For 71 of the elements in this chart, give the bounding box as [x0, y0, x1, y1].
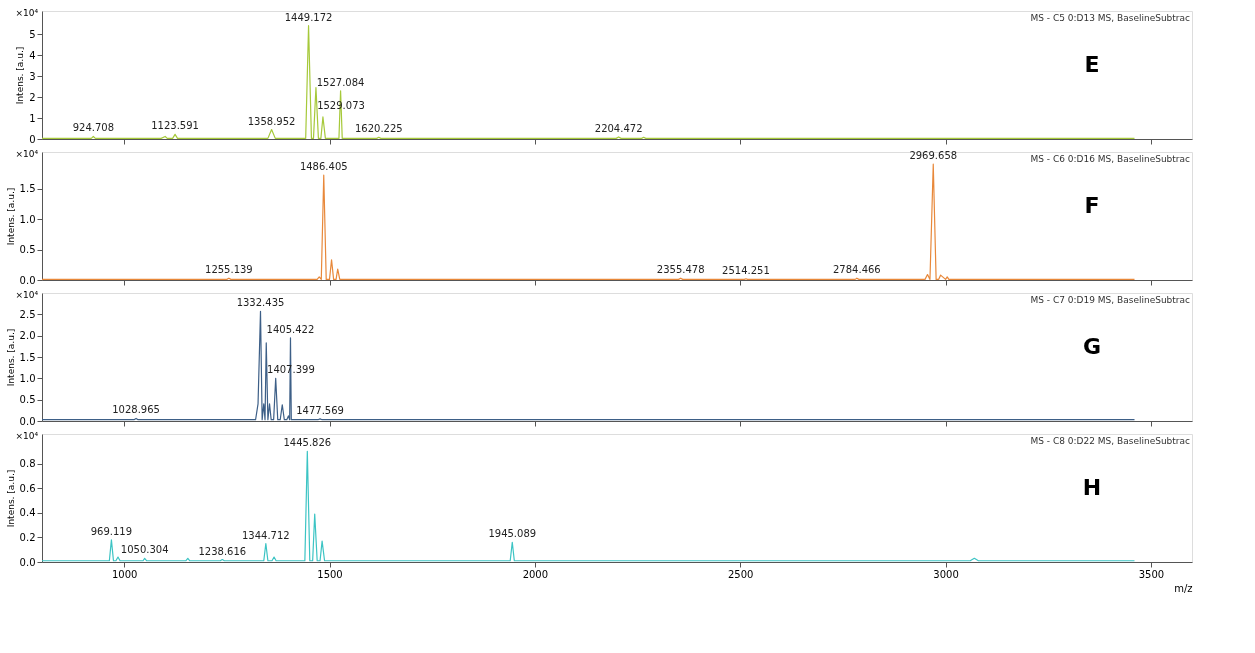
x-tick-label: 2500: [727, 568, 754, 580]
line-series: [41, 450, 1136, 562]
y-tick-label: 2.5: [19, 308, 36, 320]
annotation: 1445.826: [283, 437, 332, 449]
y-tick-label: 0.8: [19, 458, 36, 470]
annotation: F: [1084, 193, 1100, 218]
y-tick-label: 0.5: [19, 244, 36, 256]
y-axis-title: Intens. [a.u.]: [5, 469, 16, 528]
annotation: 1255.139: [205, 264, 253, 276]
annotation: 2514.251: [722, 264, 770, 276]
x-tick-label: 3500: [1138, 568, 1165, 580]
line-series: [41, 25, 1136, 139]
chart-title: MS - C5 0:D13 MS, BaselineSubtrac: [1030, 13, 1191, 23]
y-tick-label: 0.6: [19, 482, 36, 494]
annotation: 2204.472: [594, 122, 643, 134]
annotation: 2969.658: [909, 150, 958, 162]
annotation: 1945.089: [488, 528, 537, 540]
text: ×10⁴: [15, 149, 39, 159]
y-tick-label: 0.4: [19, 507, 36, 519]
text: ×10⁴: [15, 431, 39, 441]
y-tick-label: 3: [29, 70, 36, 82]
x-tick-label: 3000: [933, 568, 959, 580]
annotation: 1358.952: [247, 115, 296, 127]
chart-title: MS - C8 0:D22 MS, BaselineSubtrac: [1030, 436, 1191, 446]
y-tick-label: 0.0: [19, 415, 36, 427]
y-tick-label: 1: [29, 112, 36, 124]
y-tick-label: 1.5: [19, 183, 36, 195]
y-tick-label: 0.0: [19, 556, 36, 568]
y-axis-title: Intens. [a.u.]: [5, 187, 16, 246]
annotation: H: [1082, 475, 1102, 500]
y-tick-label: 4: [29, 49, 36, 61]
text: ×10⁴: [15, 8, 39, 18]
y-tick-label: 0: [29, 133, 36, 145]
annotation: 1527.084: [316, 76, 365, 88]
y-tick-label: 0.5: [19, 394, 36, 406]
y-tick-label: 0.2: [19, 531, 36, 543]
annotation: 1344.712: [241, 529, 290, 541]
y-tick-label: 1.0: [19, 372, 36, 384]
annotation: G: [1082, 334, 1102, 359]
line-series: [41, 163, 1136, 280]
annotation: 1449.172: [284, 11, 333, 23]
x-tick-label: 1000: [111, 568, 138, 580]
x-tick-label: 1500: [317, 568, 343, 580]
annotation: 1028.965: [112, 404, 160, 416]
annotation: 1123.591: [151, 120, 199, 132]
y-tick-label: 5: [29, 28, 36, 40]
annotation: 2784.466: [833, 264, 881, 276]
x-tick-label: 2000: [522, 568, 549, 580]
annotation: E: [1084, 52, 1100, 77]
y-axis-title: Intens. [a.u.]: [15, 46, 26, 105]
annotation: 1238.616: [198, 545, 247, 557]
text: ×10⁴: [15, 290, 39, 300]
chart-title: MS - C7 0:D19 MS, BaselineSubtrac: [1030, 295, 1191, 305]
y-tick-label: 2.0: [19, 330, 36, 342]
annotation: 1477.569: [296, 404, 344, 416]
y-tick-label: 2: [29, 91, 36, 103]
annotation: 2355.478: [656, 264, 705, 276]
line-series: [41, 310, 1136, 421]
annotation: 1050.304: [120, 544, 169, 556]
annotation: 1405.422: [266, 323, 315, 335]
annotation: 1486.405: [299, 161, 348, 173]
annotation: 969.119: [90, 525, 133, 537]
y-tick-label: 1.0: [19, 213, 36, 225]
annotation: 1620.225: [354, 123, 403, 135]
x-axis-title: m/z: [1174, 582, 1193, 594]
annotation: 924.708: [72, 122, 115, 134]
y-axis-title: Intens. [a.u.]: [5, 328, 16, 387]
y-tick-label: 1.5: [19, 351, 36, 363]
chart-title: MS - C6 0:D16 MS, BaselineSubtrac: [1030, 154, 1191, 164]
y-tick-label: 0.0: [19, 274, 36, 286]
annotation: 1332.435: [236, 297, 285, 309]
